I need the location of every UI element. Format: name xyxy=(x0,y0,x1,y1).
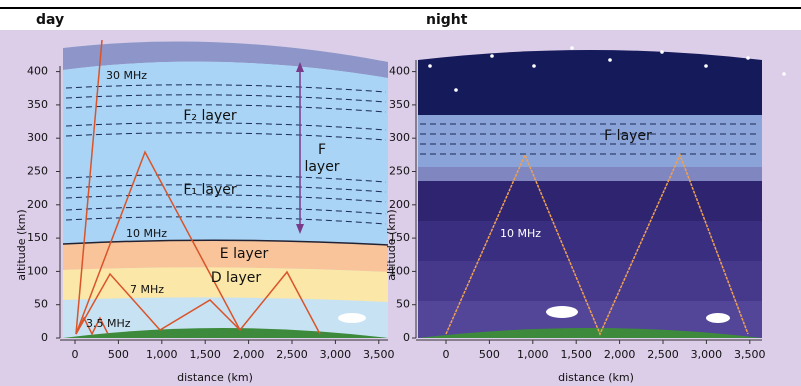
x-tick-label: 1,000 xyxy=(146,348,178,361)
x-tick-label: 2,000 xyxy=(233,348,265,361)
x-axis-label: distance (km) xyxy=(558,371,634,384)
layer-label: F xyxy=(318,142,326,158)
x-tick-label: 1,500 xyxy=(189,348,221,361)
y-tick-label: 150 xyxy=(389,231,410,244)
f-region xyxy=(418,115,762,167)
star xyxy=(782,72,786,76)
y-tick-label: 400 xyxy=(389,65,410,78)
star xyxy=(608,58,612,62)
x-tick-label: 500 xyxy=(108,348,129,361)
star xyxy=(746,56,750,60)
layer-label: D layer xyxy=(211,270,262,286)
star xyxy=(490,54,494,58)
y-tick-label: 50 xyxy=(34,298,48,311)
star xyxy=(704,64,708,68)
freq-label: 7 MHz xyxy=(130,283,164,296)
y-tick-label: 200 xyxy=(27,198,48,211)
layer-label: E layer xyxy=(220,246,269,262)
layer-label: layer xyxy=(304,159,339,175)
y-tick-label: 50 xyxy=(396,298,410,311)
y-tick-label: 100 xyxy=(27,264,48,277)
y-tick-label: 0 xyxy=(41,331,48,344)
band-1 xyxy=(418,181,762,221)
x-tick-label: 2,500 xyxy=(276,348,308,361)
layer-label: F layer xyxy=(604,128,652,144)
cloud xyxy=(546,306,578,318)
freq-label: 10 MHz xyxy=(500,227,541,240)
star xyxy=(532,64,536,68)
y-tick-label: 350 xyxy=(389,98,410,111)
y-tick-label: 400 xyxy=(27,65,48,78)
x-tick-label: 2,500 xyxy=(647,348,679,361)
cloud xyxy=(338,313,366,323)
x-tick-label: 0 xyxy=(72,348,79,361)
panel-title: day xyxy=(36,12,64,28)
star xyxy=(570,46,574,50)
ionosphere-diagram: day 30 MHz F₂ layer F layer F₁ layer 10 … xyxy=(0,0,801,386)
layer-label: F₂ layer xyxy=(183,108,236,124)
y-tick-label: 350 xyxy=(27,98,48,111)
band-2 xyxy=(418,221,762,261)
header-strip xyxy=(0,0,801,30)
star xyxy=(454,88,458,92)
x-tick-label: 3,500 xyxy=(363,348,395,361)
x-tick-label: 500 xyxy=(479,348,500,361)
freq-label: 10 MHz xyxy=(126,227,167,240)
x-tick-label: 1,500 xyxy=(560,348,592,361)
y-tick-label: 300 xyxy=(27,131,48,144)
x-tick-label: 2,000 xyxy=(604,348,636,361)
y-tick-label: 200 xyxy=(389,198,410,211)
freq-label: 30 MHz xyxy=(106,69,147,82)
freq-label: 3.5 MHz xyxy=(86,317,131,330)
x-tick-label: 3,000 xyxy=(691,348,723,361)
y-tick-label: 100 xyxy=(389,264,410,277)
y-tick-label: 250 xyxy=(389,165,410,178)
layer-label: F₁ layer xyxy=(183,182,236,198)
y-tick-label: 300 xyxy=(389,131,410,144)
x-tick-label: 3,000 xyxy=(320,348,352,361)
x-tick-label: 3,500 xyxy=(734,348,766,361)
x-tick-label: 1,000 xyxy=(517,348,549,361)
night-panel: night F layer 10 MHz altitude (km) dista… xyxy=(385,12,786,384)
star xyxy=(428,64,432,68)
f-lower-band xyxy=(418,167,762,181)
y-tick-label: 250 xyxy=(27,165,48,178)
cloud xyxy=(706,313,730,323)
day-panel: day 30 MHz F₂ layer F layer F₁ layer 10 … xyxy=(15,12,388,384)
x-tick-label: 0 xyxy=(443,348,450,361)
y-tick-label: 150 xyxy=(27,231,48,244)
x-axis-label: distance (km) xyxy=(177,371,253,384)
y-tick-label: 0 xyxy=(403,331,410,344)
star xyxy=(660,50,664,54)
panel-title: night xyxy=(426,12,468,28)
